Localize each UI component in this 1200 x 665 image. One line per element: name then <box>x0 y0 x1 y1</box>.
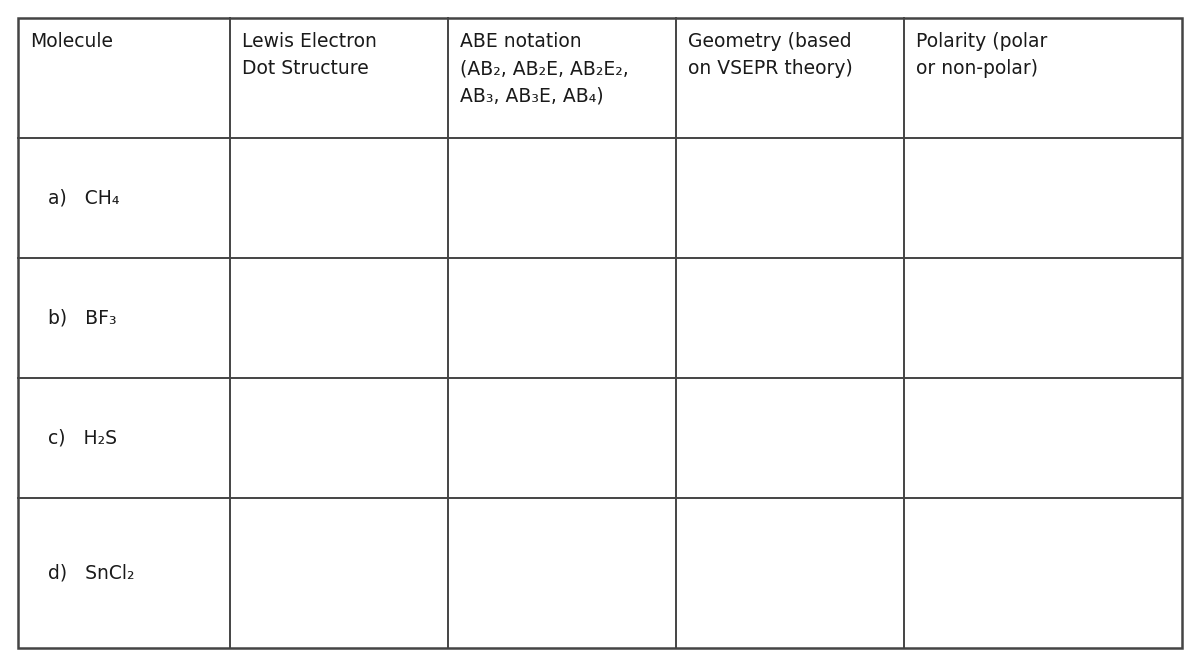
Text: b)   BF₃: b) BF₃ <box>48 309 116 327</box>
Text: ABE notation
(AB₂, AB₂E, AB₂E₂,
AB₃, AB₃E, AB₄): ABE notation (AB₂, AB₂E, AB₂E₂, AB₃, AB₃… <box>460 32 629 106</box>
Text: a)   CH₄: a) CH₄ <box>48 188 120 207</box>
Text: Geometry (based
on VSEPR theory): Geometry (based on VSEPR theory) <box>688 32 853 78</box>
Text: c)   H₂S: c) H₂S <box>48 428 118 448</box>
Text: Molecule: Molecule <box>30 32 113 51</box>
Text: d)   SnCl₂: d) SnCl₂ <box>48 563 134 583</box>
Text: Lewis Electron
Dot Structure: Lewis Electron Dot Structure <box>242 32 377 78</box>
Text: Polarity (polar
or non-polar): Polarity (polar or non-polar) <box>916 32 1048 78</box>
